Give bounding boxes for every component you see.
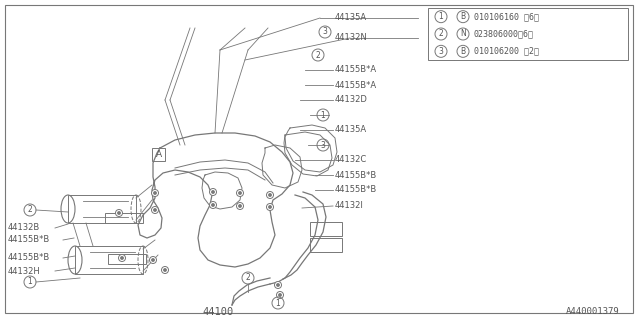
Circle shape (266, 204, 273, 211)
Circle shape (152, 206, 159, 213)
Circle shape (239, 205, 241, 207)
Text: B: B (460, 12, 465, 21)
Bar (108, 254, 146, 264)
Text: 1: 1 (28, 277, 33, 286)
Bar (68, 195, 136, 223)
Circle shape (275, 282, 282, 289)
Text: 44135A: 44135A (335, 125, 367, 134)
Text: 2: 2 (28, 205, 33, 214)
Text: 44132C: 44132C (335, 156, 367, 164)
Text: 2: 2 (316, 51, 321, 60)
Circle shape (279, 294, 281, 296)
Text: 1: 1 (321, 110, 325, 119)
Text: N: N (460, 29, 466, 38)
Circle shape (209, 202, 216, 209)
Text: 3: 3 (438, 47, 444, 56)
Bar (428, 8, 628, 60)
Text: 44155B*B: 44155B*B (8, 253, 51, 262)
Text: B: B (460, 47, 465, 56)
Bar (75, 246, 143, 274)
Circle shape (121, 257, 123, 259)
Text: 1: 1 (276, 299, 280, 308)
Text: 44132N: 44132N (335, 34, 368, 43)
Circle shape (239, 192, 241, 194)
Circle shape (152, 189, 159, 196)
Circle shape (237, 189, 243, 196)
Text: 44132I: 44132I (335, 202, 364, 211)
Circle shape (164, 269, 166, 271)
Bar (105, 213, 143, 223)
Circle shape (115, 210, 122, 217)
Bar (152, 148, 165, 161)
Text: 1: 1 (438, 12, 444, 21)
Circle shape (277, 284, 279, 286)
Circle shape (212, 204, 214, 206)
Text: A: A (156, 150, 161, 159)
Circle shape (212, 191, 214, 193)
Circle shape (161, 267, 168, 274)
Text: 44155B*A: 44155B*A (335, 66, 377, 75)
Circle shape (209, 188, 216, 196)
Text: 010106160 （6）: 010106160 （6） (474, 12, 539, 21)
Circle shape (154, 209, 156, 211)
Text: 44155B*A: 44155B*A (335, 81, 377, 90)
Circle shape (118, 212, 120, 214)
Circle shape (266, 191, 273, 198)
Circle shape (269, 194, 271, 196)
Bar (310, 238, 342, 252)
Circle shape (237, 203, 243, 210)
Circle shape (154, 192, 156, 194)
Circle shape (150, 257, 157, 263)
Text: 3: 3 (323, 28, 328, 36)
Circle shape (152, 259, 154, 261)
Circle shape (276, 292, 284, 299)
Text: 2: 2 (438, 29, 444, 38)
Text: 44155B*B: 44155B*B (8, 236, 51, 244)
Text: 44132B: 44132B (8, 223, 40, 233)
Text: 023806000（6）: 023806000（6） (474, 29, 534, 38)
Text: 44132H: 44132H (8, 267, 41, 276)
Text: 44155B*B: 44155B*B (335, 186, 377, 195)
Circle shape (269, 206, 271, 208)
Text: 3: 3 (321, 140, 325, 149)
Text: 44155B*B: 44155B*B (335, 171, 377, 180)
Circle shape (118, 254, 125, 261)
Text: 44100: 44100 (202, 307, 234, 317)
Text: A440001379: A440001379 (566, 308, 620, 316)
Text: 010106200 （2）: 010106200 （2） (474, 47, 539, 56)
Bar (310, 222, 342, 236)
Text: 2: 2 (246, 274, 250, 283)
Text: 44132D: 44132D (335, 95, 368, 105)
Text: 44135A: 44135A (335, 13, 367, 22)
